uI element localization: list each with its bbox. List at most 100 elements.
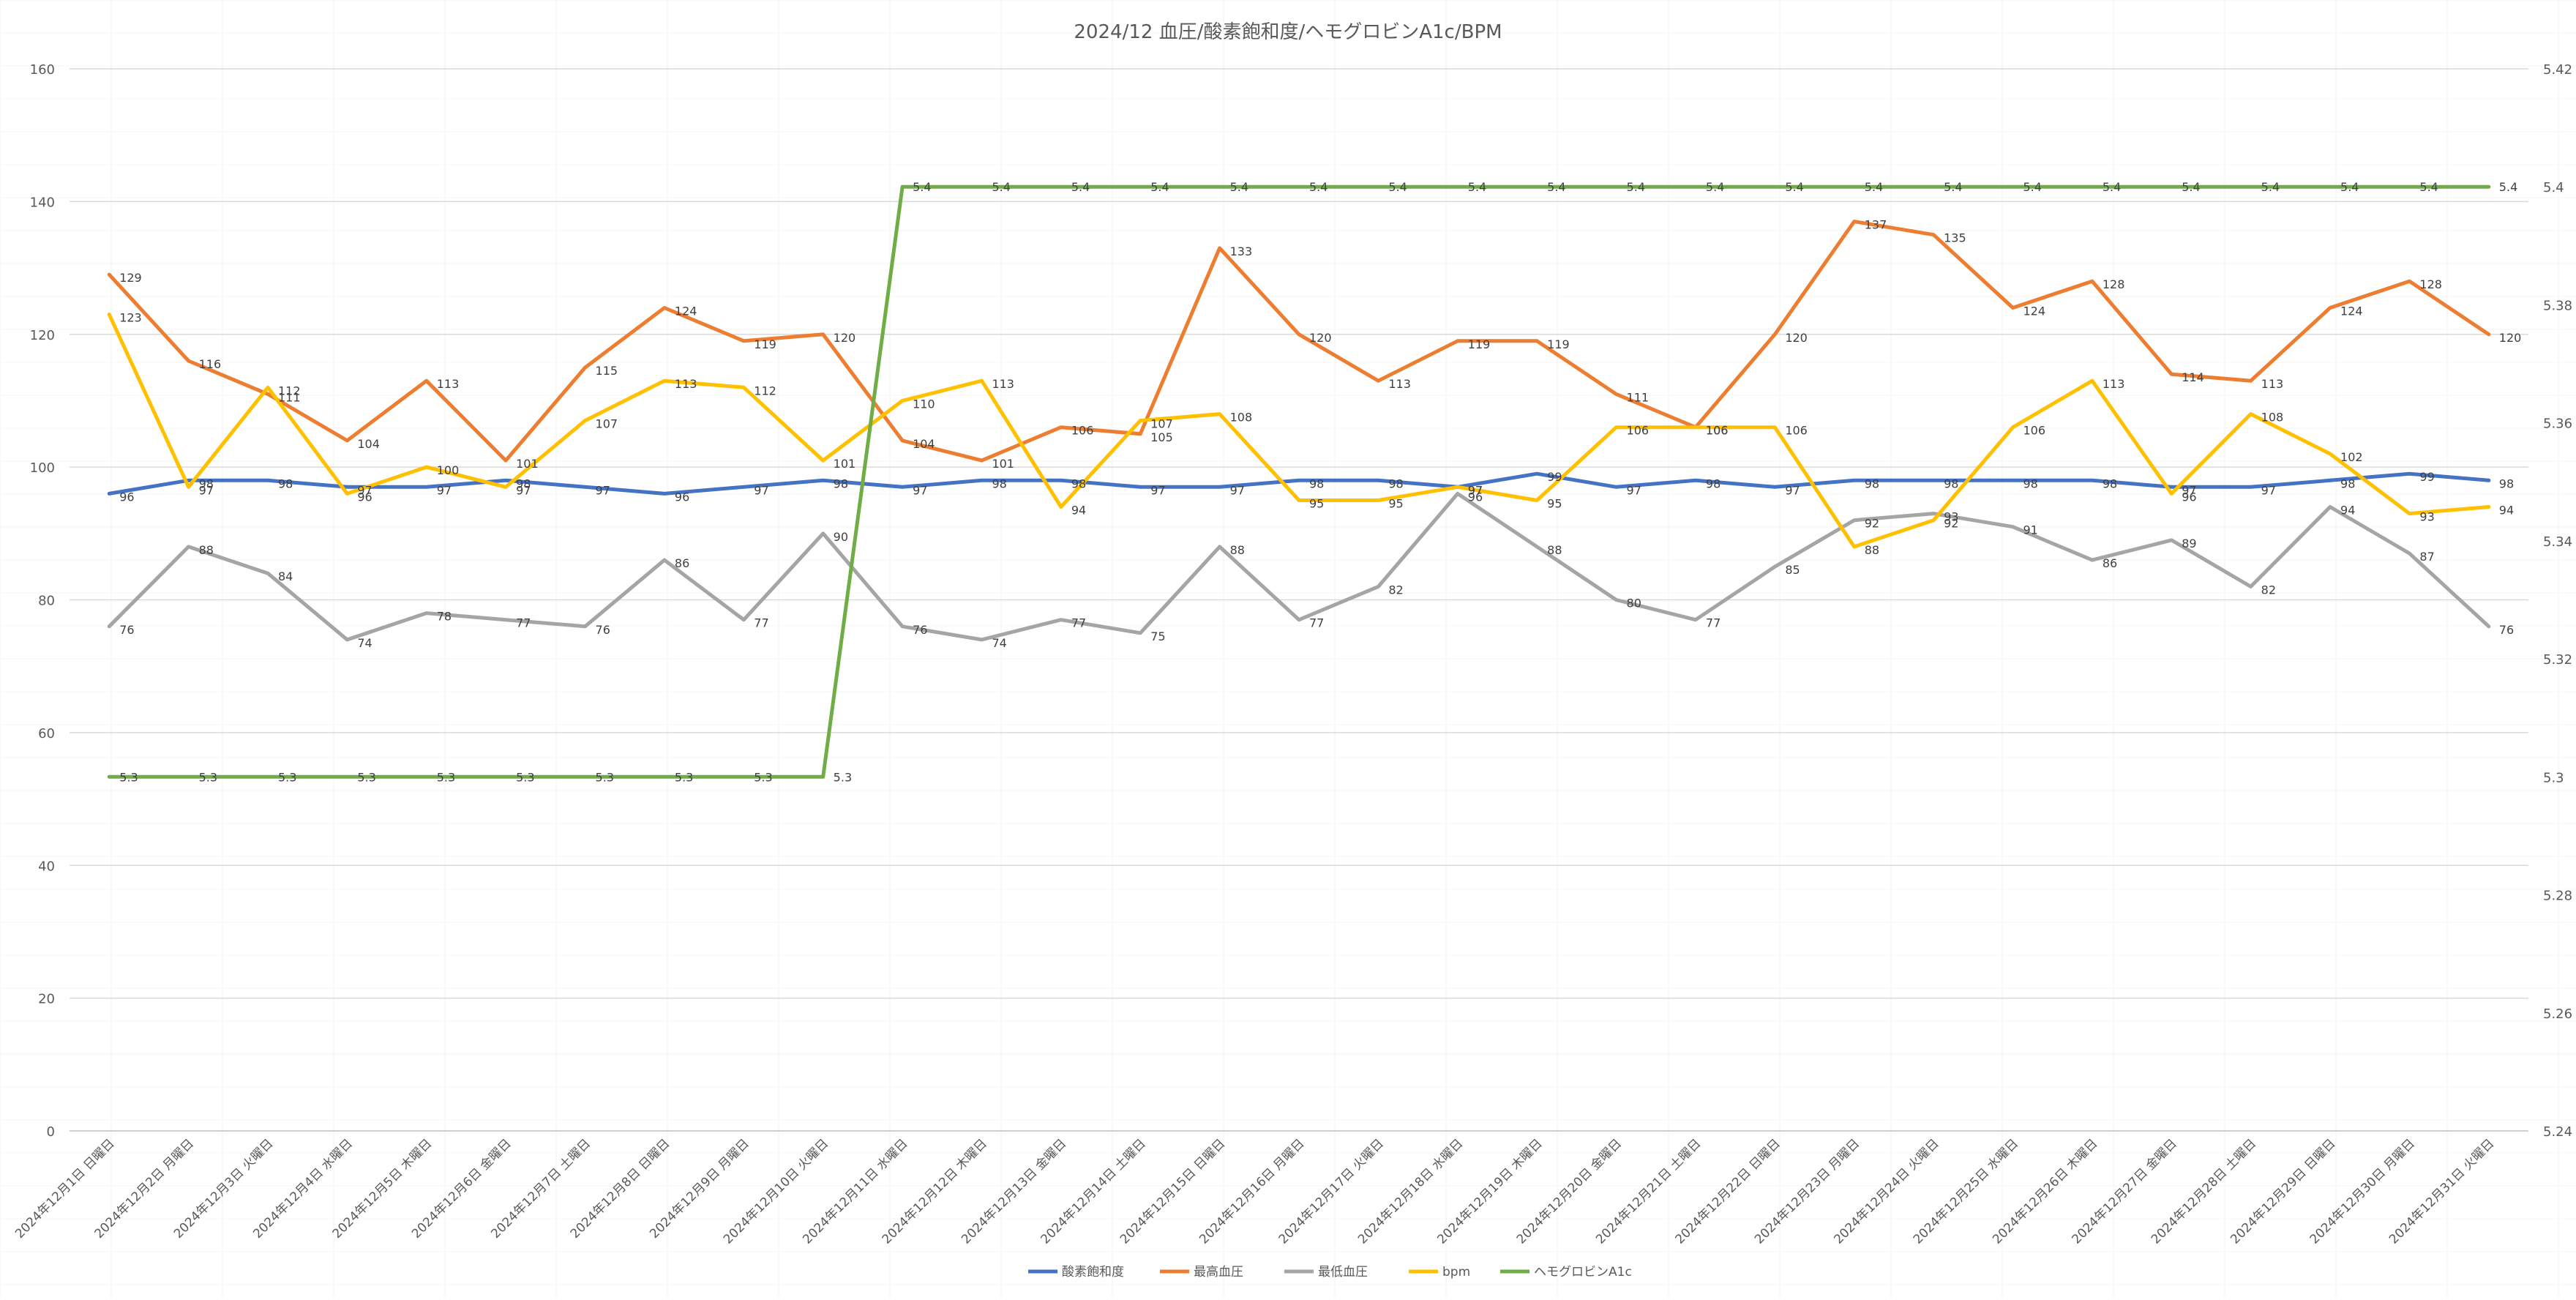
data-label: 88 — [1865, 543, 1879, 557]
legend[interactable]: 酸素飽和度 最高血圧 最低血圧 bpm ヘモグロビンA1c — [1028, 1265, 1632, 1280]
data-label: 78 — [437, 610, 452, 624]
data-label: 94 — [1071, 504, 1086, 518]
data-label: 124 — [675, 304, 697, 318]
y2-tick-label: 5.36 — [2543, 416, 2572, 432]
data-label: 5.3 — [516, 770, 534, 784]
data-label: 5.4 — [1309, 180, 1328, 194]
legend-item[interactable]: 最低血圧 — [1284, 1265, 1368, 1280]
y-tick-label: 80 — [38, 594, 55, 609]
data-label: 120 — [834, 331, 856, 345]
data-label: 82 — [2261, 583, 2276, 597]
data-label: 5.4 — [1071, 180, 1090, 194]
data-label: 5.3 — [834, 770, 852, 784]
data-label: 119 — [1468, 337, 1491, 351]
series-line-3 — [107, 313, 2491, 549]
y2-tick-label: 5.42 — [2543, 62, 2572, 78]
data-label: 96 — [2182, 490, 2196, 504]
legend-item[interactable]: ヘモグロビンA1c — [1500, 1265, 1632, 1280]
legend-item[interactable]: 最高血圧 — [1160, 1265, 1243, 1280]
data-label: 97 — [1468, 483, 1483, 497]
data-label: 5.3 — [437, 770, 455, 784]
data-label: 124 — [2023, 304, 2045, 318]
data-label: 98 — [1944, 477, 1958, 490]
data-label: 5.3 — [199, 770, 217, 784]
y-tick-label: 140 — [30, 195, 55, 210]
data-label: 116 — [199, 357, 222, 371]
y2-tick-label: 5.34 — [2543, 534, 2572, 550]
data-label: 97 — [2261, 483, 2276, 497]
data-label: 97 — [754, 483, 768, 497]
y2-tick-label: 5.4 — [2543, 180, 2564, 195]
chart-title: 2024/12 血圧/酸素飽和度/ヘモグロビンA1c/BPM — [1074, 21, 1502, 43]
data-label: 88 — [1230, 543, 1245, 557]
data-label: 5.4 — [2499, 180, 2517, 194]
data-label: 77 — [1309, 616, 1324, 630]
data-label: 120 — [2499, 331, 2522, 345]
data-label: 5.4 — [1785, 180, 1803, 194]
data-label: 97 — [1785, 483, 1800, 497]
y-tick-label: 100 — [30, 460, 55, 476]
data-label: 5.4 — [2103, 180, 2121, 194]
data-label: 98 — [516, 477, 531, 490]
data-label: 115 — [596, 364, 618, 378]
data-label: 85 — [1785, 563, 1800, 577]
y-axis-primary: 0 20 40 60 80 100 120 140 160 — [30, 62, 55, 1140]
data-label: 94 — [2499, 504, 2514, 518]
data-label: 87 — [2419, 550, 2434, 564]
data-label: 5.4 — [1388, 180, 1407, 194]
data-label: 98 — [1388, 477, 1403, 490]
y-tick-label: 120 — [30, 328, 55, 343]
data-label: 98 — [199, 477, 214, 490]
data-label: 106 — [1627, 424, 1650, 438]
data-label: 98 — [2023, 477, 2037, 490]
data-label: 97 — [1627, 483, 1641, 497]
data-label: 77 — [1071, 616, 1086, 630]
data-label: 107 — [596, 417, 618, 431]
gridlines — [70, 68, 2528, 1132]
data-label: 128 — [2103, 277, 2125, 291]
data-label: 5.3 — [754, 770, 772, 784]
data-label: 5.4 — [2340, 180, 2359, 194]
data-label: 96 — [357, 490, 372, 504]
data-label: 111 — [278, 390, 301, 404]
series-line-4 — [107, 184, 2491, 779]
data-label: 5.4 — [2261, 180, 2280, 194]
data-label: 5.4 — [2419, 180, 2438, 194]
data-label: 96 — [1468, 490, 1483, 504]
legend-item[interactable]: bpm — [1409, 1265, 1470, 1280]
y2-tick-label: 5.3 — [2543, 770, 2564, 785]
data-label: 97 — [199, 483, 214, 497]
data-label: 77 — [516, 616, 531, 630]
legend-item[interactable]: 酸素飽和度 — [1028, 1265, 1124, 1280]
data-label: 113 — [1388, 377, 1411, 391]
data-label: 5.4 — [2182, 180, 2200, 194]
data-label: 119 — [1547, 337, 1570, 351]
data-label: 111 — [1627, 390, 1650, 404]
data-label: 76 — [913, 623, 927, 637]
data-label: 76 — [596, 623, 610, 637]
data-label: 97 — [1468, 483, 1483, 497]
data-label: 99 — [2419, 470, 2434, 484]
data-label: 112 — [278, 384, 301, 397]
data-label: 97 — [2182, 483, 2196, 497]
data-label: 97 — [357, 483, 372, 497]
data-label: 77 — [1706, 616, 1721, 630]
data-label: 98 — [1865, 477, 1879, 490]
y-tick-label: 160 — [30, 62, 55, 78]
data-label: 5.3 — [357, 770, 375, 784]
y-tick-label: 40 — [38, 859, 55, 874]
data-label: 5.3 — [278, 770, 296, 784]
data-label: 110 — [913, 397, 935, 411]
data-label: 76 — [2499, 623, 2514, 637]
data-label: 113 — [2261, 377, 2284, 391]
data-label: 98 — [2499, 477, 2514, 490]
data-label: 97 — [596, 483, 610, 497]
data-label: 91 — [2023, 523, 2037, 537]
data-label: 98 — [1071, 477, 1086, 490]
data-label: 107 — [1150, 417, 1173, 431]
data-label: 5.4 — [1706, 180, 1724, 194]
